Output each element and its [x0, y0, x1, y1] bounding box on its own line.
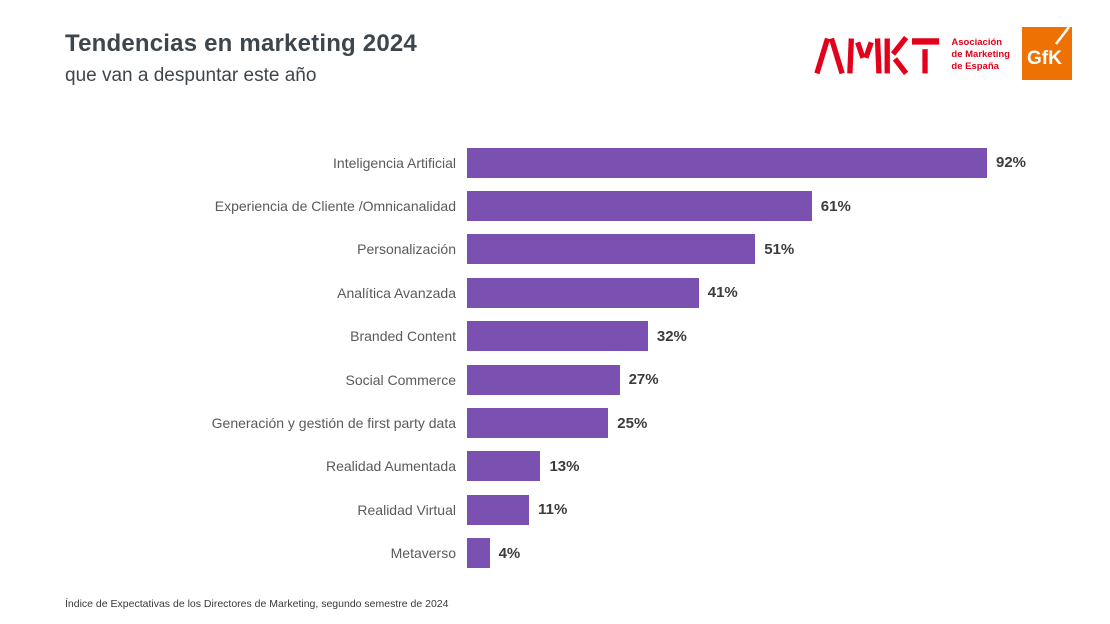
category-label: Inteligencia Artificial	[333, 154, 456, 171]
header: Tendencias en marketing 2024 que van a d…	[65, 30, 417, 87]
gfk-logo-icon: GfK	[1022, 26, 1072, 80]
amkt-tagline-line2: de Marketing	[951, 49, 1010, 61]
page-subtitle: que van a despuntar este año	[65, 65, 317, 86]
category-label: Analítica Avanzada	[337, 284, 456, 301]
value-label: 61%	[820, 197, 851, 215]
bar-row: Branded Content 32%	[0, 315, 1110, 358]
category-label: Branded Content	[350, 328, 456, 345]
bar-row: Realidad Virtual 11%	[0, 488, 1110, 531]
amkt-logo-mark-icon	[814, 35, 940, 75]
value-label: 32%	[656, 327, 687, 345]
bar	[467, 364, 620, 395]
bar-row: Experiencia de Cliente /Omnicanalidad 61%	[0, 184, 1110, 227]
page-title: Tendencias en marketing 2024	[65, 30, 417, 57]
bar	[467, 538, 490, 569]
category-label: Personalización	[357, 241, 456, 258]
bar-row: Realidad Aumentada 13%	[0, 445, 1110, 488]
bar-row: Generación y gestión de first party data…	[0, 401, 1110, 444]
bar	[467, 234, 756, 265]
category-label: Metaverso	[390, 545, 456, 562]
bar	[467, 451, 541, 482]
bar-row: Inteligencia Artificial 92%	[0, 141, 1110, 184]
value-label: 51%	[764, 240, 795, 258]
bar	[467, 277, 699, 308]
bar-row: Personalización 51%	[0, 228, 1110, 271]
value-label: 4%	[498, 544, 521, 562]
bar	[467, 147, 987, 178]
category-label: Generación y gestión de first party data	[211, 415, 456, 432]
amkt-logo-tagline: Asociación de Marketing de España	[951, 37, 1010, 73]
amkt-tagline-line1: Asociación	[951, 37, 1003, 49]
bar-row: Social Commerce 27%	[0, 358, 1110, 401]
bar	[467, 321, 648, 352]
amkt-logo: Asociación de Marketing de España	[814, 35, 1010, 75]
bar-row: Metaverso 4%	[0, 532, 1110, 575]
value-label: 25%	[617, 414, 648, 432]
bar	[467, 408, 609, 439]
gfk-logo-text: GfK	[1027, 48, 1062, 69]
logo-group: Asociación de Marketing de España GfK	[814, 26, 1072, 85]
category-label: Experiencia de Cliente /Omnicanalidad	[214, 198, 456, 215]
category-label: Social Commerce	[345, 371, 456, 388]
category-label: Realidad Virtual	[357, 501, 456, 518]
value-label: 92%	[996, 154, 1027, 172]
category-label: Realidad Aumentada	[326, 458, 456, 475]
bar-row: Analítica Avanzada 41%	[0, 271, 1110, 314]
value-label: 11%	[538, 501, 568, 519]
bar	[467, 494, 530, 525]
bar	[467, 191, 812, 222]
gfk-logo: GfK	[1022, 26, 1072, 85]
value-label: 41%	[707, 284, 738, 302]
bar-chart: Inteligencia Artificial 92% Experiencia de…	[0, 141, 1110, 575]
source-note: Índice de Expectativas de los Directores…	[65, 598, 449, 610]
value-label: 27%	[628, 371, 659, 389]
value-label: 13%	[549, 457, 580, 475]
amkt-tagline-line3: de España	[951, 60, 999, 72]
